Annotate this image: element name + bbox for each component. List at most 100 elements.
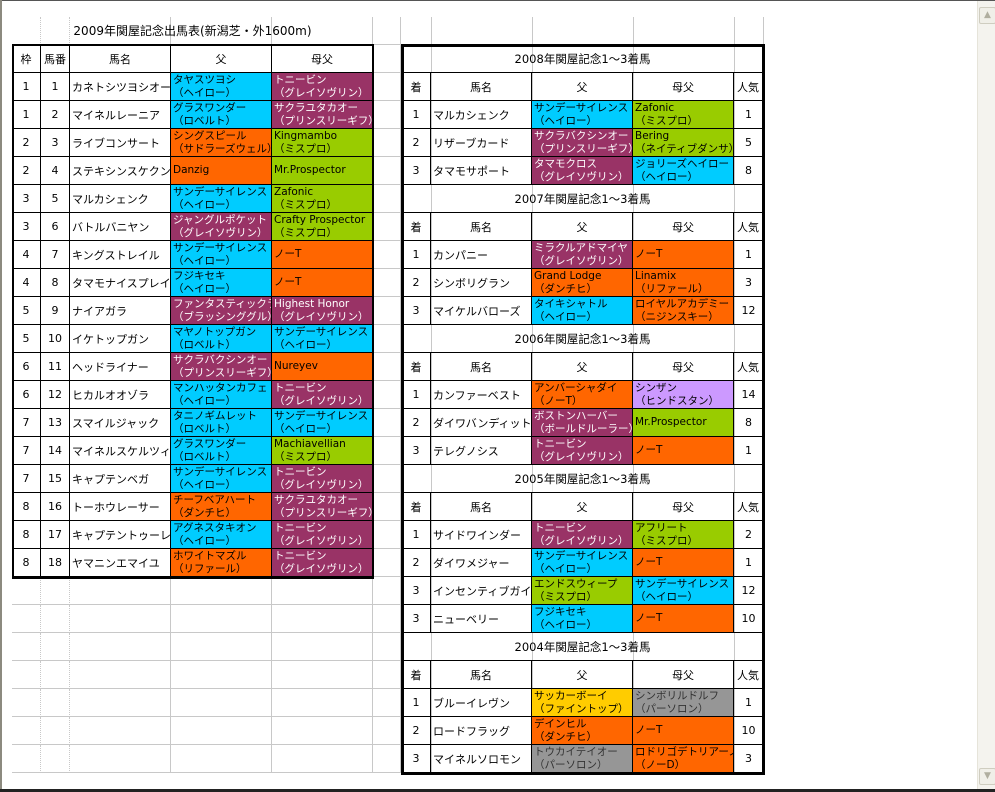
finish-cell[interactable]: 1 — [402, 689, 431, 717]
popularity-cell[interactable]: 1 — [734, 241, 763, 269]
finish-cell[interactable]: 2 — [402, 717, 431, 745]
dam-sire-cell[interactable]: ロドリゴデトリアーノ （ノーD） — [633, 745, 734, 773]
sire-cell[interactable]: サンデーサイレンス （ヘイロー） — [532, 549, 633, 577]
dam-sire-cell[interactable]: サンデーサイレンス （ヘイロー） — [272, 325, 373, 353]
popularity-cell[interactable]: 14 — [734, 381, 763, 409]
grid-cell[interactable] — [373, 465, 401, 493]
popularity-cell[interactable]: 2 — [734, 521, 763, 549]
grid-cell[interactable] — [373, 157, 401, 185]
waku-cell[interactable]: 2 — [12, 129, 41, 157]
dam-sire-cell[interactable]: アフリート （ミスプロ） — [633, 521, 734, 549]
grid-cell[interactable] — [634, 17, 735, 45]
dam-sire-cell[interactable]: シンボリルドルフ （パーソロン） — [633, 689, 734, 717]
dam-sire-cell[interactable]: Machiavellian （ミスプロ） — [272, 437, 373, 465]
grid-cell[interactable] — [12, 689, 41, 717]
dam-sire-cell[interactable]: Zafonic （ミスプロ） — [272, 185, 373, 213]
sire-cell[interactable]: ボストンハーバー （ボールドルーラー） — [532, 409, 633, 437]
finish-cell[interactable]: 3 — [402, 745, 431, 773]
dam-sire-cell[interactable]: ノーT — [633, 549, 734, 577]
grid-cell[interactable] — [41, 577, 70, 605]
grid-cell[interactable] — [272, 689, 373, 717]
grid-cell[interactable] — [70, 689, 171, 717]
waku-cell[interactable]: 8 — [12, 521, 41, 549]
grid-cell[interactable] — [373, 381, 401, 409]
waku-cell[interactable]: 8 — [12, 549, 41, 577]
grid-cell[interactable] — [373, 73, 401, 101]
dam-sire-cell[interactable]: ジョリーズヘイロー （ヘイロー） — [633, 157, 734, 185]
dam-sire-cell[interactable]: Mr.Prospector — [633, 409, 734, 437]
horse-name-cell[interactable]: ダイワバンディット — [431, 409, 532, 437]
dam-sire-cell[interactable]: Kingmambo （ミスプロ） — [272, 129, 373, 157]
sire-cell[interactable]: トニービン （グレイソヴリン） — [532, 521, 633, 549]
dam-sire-cell[interactable]: サンデーサイレンス （ヘイロー） — [272, 409, 373, 437]
popularity-cell[interactable]: 8 — [734, 409, 763, 437]
grid-cell[interactable] — [272, 661, 373, 689]
horse-name-cell[interactable]: ニューベリー — [431, 605, 532, 633]
dam-sire-cell[interactable]: トニービン （グレイソヴリン） — [272, 381, 373, 409]
horse-name-cell[interactable]: ステキシンスケクン — [70, 157, 171, 185]
horse-name-cell[interactable]: イケトップガン — [70, 325, 171, 353]
grid-cell[interactable] — [272, 577, 373, 605]
grid-cell[interactable] — [373, 17, 401, 45]
horse-name-cell[interactable]: サイドワインダー — [431, 521, 532, 549]
popularity-cell[interactable]: 5 — [734, 129, 763, 157]
sire-cell[interactable]: Grand Lodge （ダンチヒ） — [532, 269, 633, 297]
sire-cell[interactable]: サッカーボーイ （ファイントップ） — [532, 689, 633, 717]
sire-cell[interactable]: サンデーサイレンス （ヘイロー） — [171, 241, 272, 269]
dam-sire-cell[interactable]: サンデーサイレンス （ヘイロー） — [633, 577, 734, 605]
number-cell[interactable]: 18 — [41, 549, 70, 577]
sire-cell[interactable]: ファンタスティックラ （ブラッシンググル） — [171, 297, 272, 325]
horse-name-cell[interactable]: マルカシェンク — [431, 101, 532, 129]
waku-cell[interactable]: 7 — [12, 437, 41, 465]
grid-cell[interactable] — [373, 745, 401, 773]
dam-sire-cell[interactable]: Mr.Prospector — [272, 157, 373, 185]
grid-cell[interactable] — [373, 297, 401, 325]
grid-cell[interactable] — [373, 353, 401, 381]
grid-cell[interactable] — [41, 605, 70, 633]
sire-cell[interactable]: トニービン （グレイソヴリン） — [532, 437, 633, 465]
finish-cell[interactable]: 2 — [402, 129, 431, 157]
finish-cell[interactable]: 3 — [402, 297, 431, 325]
grid-cell[interactable] — [373, 45, 401, 73]
grid-cell[interactable] — [171, 577, 272, 605]
sire-cell[interactable]: アグネスタキオン （ヘイロー） — [171, 521, 272, 549]
sire-cell[interactable]: サクラバクシンオー （プリンスリーギフ） — [171, 353, 272, 381]
dam-sire-cell[interactable]: ノーT — [272, 241, 373, 269]
grid-cell[interactable] — [41, 689, 70, 717]
waku-cell[interactable]: 1 — [12, 101, 41, 129]
sire-cell[interactable]: ジャングルポケット （グレイソヴリン） — [171, 213, 272, 241]
waku-cell[interactable]: 5 — [12, 297, 41, 325]
horse-name-cell[interactable]: ナイアガラ — [70, 297, 171, 325]
waku-cell[interactable]: 7 — [12, 465, 41, 493]
horse-name-cell[interactable]: トーホウレーサー — [70, 493, 171, 521]
waku-cell[interactable]: 4 — [12, 241, 41, 269]
grid-cell[interactable] — [41, 717, 70, 745]
dam-sire-cell[interactable]: ロイヤルアカデミー （ニジンスキー） — [633, 297, 734, 325]
dam-sire-cell[interactable]: ノーT — [633, 717, 734, 745]
chevron-down-icon[interactable]: ▼ — [979, 768, 995, 785]
grid-cell[interactable] — [373, 605, 401, 633]
dam-sire-cell[interactable]: Nureyev — [272, 353, 373, 381]
grid-cell[interactable] — [373, 269, 401, 297]
grid-cell[interactable] — [171, 745, 272, 773]
sire-cell[interactable]: サンデーサイレンス （ヘイロー） — [171, 185, 272, 213]
horse-name-cell[interactable]: マイネルレーニア — [70, 101, 171, 129]
waku-cell[interactable]: 7 — [12, 409, 41, 437]
horse-name-cell[interactable]: マイネルソロモン — [431, 745, 532, 773]
grid-cell[interactable] — [171, 605, 272, 633]
grid-cell[interactable] — [401, 17, 432, 45]
waku-cell[interactable]: 8 — [12, 493, 41, 521]
waku-cell[interactable]: 6 — [12, 353, 41, 381]
grid-cell[interactable] — [12, 577, 41, 605]
grid-cell[interactable] — [12, 745, 41, 773]
grid-cell[interactable] — [12, 661, 41, 689]
popularity-cell[interactable]: 8 — [734, 157, 763, 185]
horse-name-cell[interactable]: カネトシツヨシオー — [70, 73, 171, 101]
sire-cell[interactable]: サンデーサイレンス （ヘイロー） — [171, 465, 272, 493]
waku-cell[interactable]: 1 — [12, 73, 41, 101]
grid-cell[interactable] — [171, 633, 272, 661]
sire-cell[interactable]: マンハッタンカフェ （ヘイロー） — [171, 381, 272, 409]
horse-name-cell[interactable]: ヘッドライナー — [70, 353, 171, 381]
popularity-cell[interactable]: 3 — [734, 745, 763, 773]
dam-sire-cell[interactable]: トニービン （グレイソヴリン） — [272, 73, 373, 101]
